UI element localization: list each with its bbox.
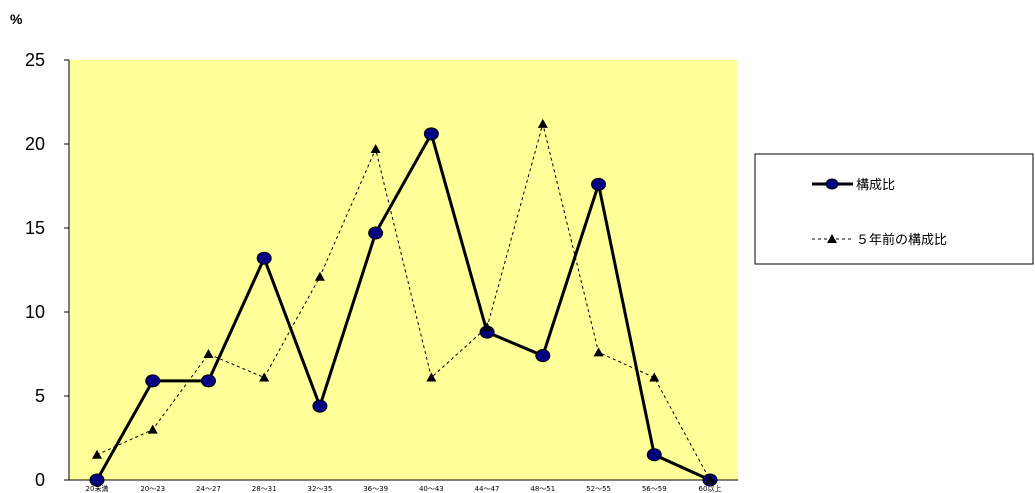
data-point xyxy=(259,372,270,382)
data-point xyxy=(705,475,715,484)
data-point xyxy=(203,349,214,358)
x-tick-label: 32～35 xyxy=(307,485,332,493)
data-point xyxy=(646,448,662,462)
x-tick-label: 36～39 xyxy=(363,485,388,493)
data-point xyxy=(147,424,158,434)
data-point xyxy=(89,473,105,487)
x-tick-label: 44～47 xyxy=(475,485,500,493)
series-line xyxy=(95,130,711,482)
series-layer xyxy=(89,118,718,487)
data-point xyxy=(92,449,102,459)
legend-box xyxy=(754,153,1034,265)
x-tick-label: 28～31 xyxy=(252,485,277,493)
data-point xyxy=(314,271,325,281)
x-axis: 20未満 20～23 24～27 28～31 32～35 36～39 40～43 44～47 4… xyxy=(69,479,738,493)
data-point xyxy=(370,144,381,154)
legend-label: 構成比 xyxy=(856,178,895,193)
y-tick-label: 20 xyxy=(25,134,45,154)
legend-items: 構成比 ５年前の構成比 xyxy=(812,178,947,248)
legend: 構成比 ５年前の構成比 xyxy=(754,153,1034,265)
data-point xyxy=(145,374,161,388)
data-point xyxy=(426,372,437,382)
data-point xyxy=(591,177,607,191)
x-tick-label: 40～43 xyxy=(419,485,444,493)
data-point xyxy=(593,347,604,357)
x-tick-label: 20～23 xyxy=(140,485,165,493)
series-2 xyxy=(92,118,715,484)
y-tick-label: 25 xyxy=(25,50,45,70)
y-axis: 0 5 10 15 20 25 xyxy=(25,50,70,490)
legend-item-1: 構成比 xyxy=(812,178,895,193)
x-tick-label: 48～51 xyxy=(530,485,555,493)
data-point xyxy=(535,349,551,363)
data-point xyxy=(482,322,493,332)
legend-marker xyxy=(825,178,839,190)
series-line xyxy=(96,121,711,481)
data-point xyxy=(649,372,660,382)
y-tick-label: 0 xyxy=(35,470,45,490)
data-point xyxy=(312,399,328,413)
series-1 xyxy=(89,127,718,487)
plot-area xyxy=(69,60,738,480)
legend-marker xyxy=(827,234,837,243)
data-point xyxy=(423,127,439,141)
x-tick-label: 60以上 xyxy=(699,484,722,493)
y-tick-label: 15 xyxy=(25,218,45,238)
x-tick-label: 52～55 xyxy=(586,485,611,493)
x-tick-label: 20未満 xyxy=(86,484,109,493)
legend-label: ５年前の構成比 xyxy=(856,232,947,248)
x-tick-label: 56～59 xyxy=(642,485,667,493)
data-point xyxy=(200,374,216,388)
y-unit-label: % xyxy=(10,11,23,27)
y-tick-label: 10 xyxy=(25,302,45,322)
legend-item-2: ５年前の構成比 xyxy=(812,232,947,248)
y-tick-label: 5 xyxy=(35,386,45,406)
data-point xyxy=(368,226,384,240)
data-point xyxy=(537,118,548,128)
x-tick-label: 24～27 xyxy=(196,485,221,493)
data-point xyxy=(256,251,272,265)
